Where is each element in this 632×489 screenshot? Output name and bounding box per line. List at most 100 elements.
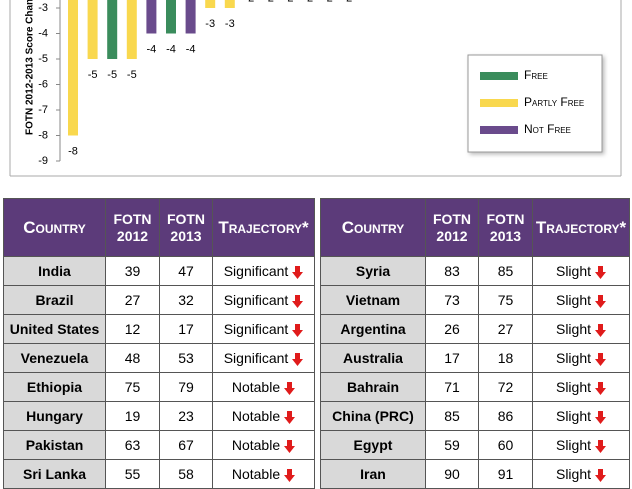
chart: FOTN 2012-2013 Score Change -9 -8 -7 -6 -5 -4… [9, 0, 622, 177]
table-cell: 19 [105, 401, 160, 431]
cell-text: 67 [178, 437, 194, 453]
bar [68, 0, 78, 136]
table-row: Brazil 27 32 Significant [3, 285, 315, 315]
data-label: -2 [264, 0, 274, 4]
table-row: Bahrain 71 72 Slight [320, 372, 630, 402]
data-label: -8 [68, 145, 78, 157]
cell-text: Slight [555, 263, 592, 279]
table-cell: Notable [212, 401, 315, 431]
data-label: -4 [147, 43, 157, 55]
cell-text: 39 [124, 263, 141, 279]
bar [166, 0, 176, 34]
table-cell: Slight [532, 372, 630, 402]
legend-swatch [480, 72, 518, 80]
cell-text: 12 [124, 321, 141, 337]
cell-text: China (PRC) [332, 408, 414, 424]
cell-text: 75 [497, 292, 514, 308]
header-row: Country FOTN 2012 FOTN 2013 Trajectory* [3, 198, 315, 257]
data-label: -4 [166, 43, 176, 55]
table-cell: 18 [478, 343, 533, 373]
table-cell: 83 [425, 256, 479, 286]
cell-text: 32 [178, 292, 194, 308]
cell-text: Pakistan [25, 437, 84, 453]
data-label: -5 [107, 69, 117, 81]
data-label: -3 [225, 18, 235, 30]
table-cell: Pakistan [3, 430, 106, 460]
cell-text: Notable [231, 379, 281, 395]
table-cell: Iran [320, 459, 426, 489]
table-cell: China (PRC) [320, 401, 426, 431]
legend-label: Free [524, 68, 548, 82]
cell-text: Hungary [26, 408, 83, 424]
column-header: Country [3, 198, 106, 257]
table-cell: Hungary [3, 401, 106, 431]
cell-text: 27 [124, 292, 141, 308]
table-cell: Syria [320, 256, 426, 286]
table-cell: Venezuela [3, 343, 106, 373]
cell-text: Slight [555, 379, 592, 395]
cell-text: 79 [178, 379, 194, 395]
table-row: Egypt 59 60 Slight [320, 430, 630, 460]
bar [107, 0, 118, 59]
table-cell: 63 [105, 430, 160, 460]
cell-text: 53 [178, 350, 194, 366]
cell-text: Iran [360, 466, 386, 482]
column-header: FOTN 2013 [478, 198, 533, 257]
down-arrow [595, 294, 607, 308]
table-cell: Significant [212, 285, 315, 315]
column-header: FOTN 2013 [159, 198, 213, 257]
table-cell: 85 [425, 401, 479, 431]
table-cell: 90 [425, 459, 479, 489]
cell-text: 47 [178, 263, 194, 279]
table-cell: Slight [532, 401, 630, 431]
table-cell: Significant [212, 343, 315, 373]
table-row: Argentina 26 27 Slight [320, 314, 630, 344]
cell-text: 72 [497, 379, 514, 395]
y-tick-label: -7 [38, 104, 48, 116]
data-label: -2 [343, 0, 353, 4]
cell-text: Slight [555, 350, 592, 366]
cell-text: Egypt [353, 437, 393, 453]
table-cell: 55 [105, 459, 160, 489]
table-cell: Egypt [320, 430, 426, 460]
table-cell: Slight [532, 343, 630, 373]
table-row: Syria 83 85 Slight [320, 256, 630, 286]
cell-text: 17 [444, 350, 460, 366]
y-tick-label: -4 [38, 27, 48, 39]
table-cell: 59 [425, 430, 479, 460]
legend-swatch [480, 99, 518, 107]
cell-text: 55 [124, 466, 141, 482]
table-cell: India [3, 256, 106, 286]
table-cell: 26 [425, 314, 479, 344]
cell-text: Slight [555, 408, 592, 424]
table-cell: Notable [212, 430, 315, 460]
data-label: -2 [284, 0, 294, 4]
table-cell: Bahrain [320, 372, 426, 402]
table-cell: 58 [159, 459, 213, 489]
table-row: Sri Lanka 55 58 Notable [3, 459, 315, 489]
down-arrow [292, 265, 304, 279]
legend-label: Not Free [524, 122, 571, 136]
y-tick-label: -5 [38, 53, 48, 65]
table-cell: Argentina [320, 314, 426, 344]
cell-text: 73 [444, 292, 460, 308]
table-cell: 67 [159, 430, 213, 460]
cell-text: Slight [555, 292, 592, 308]
table-row: Australia 17 18 Slight [320, 343, 630, 373]
bar [146, 0, 157, 34]
cell-text: 85 [497, 263, 514, 279]
table-cell: Vietnam [320, 285, 426, 315]
bar [205, 0, 216, 8]
table-cell: 23 [159, 401, 213, 431]
table-cell: 60 [478, 430, 533, 460]
column-header: Trajectory* [532, 198, 630, 257]
cell-text: 17 [178, 321, 194, 337]
cell-text: Slight [555, 466, 592, 482]
y-axis-label: FOTN 2012-2013 Score Change [25, 0, 36, 135]
table-cell: United States [3, 314, 106, 344]
table-row: Venezuela 48 53 Significant [3, 343, 315, 373]
table-row: Pakistan 63 67 Notable [3, 430, 315, 460]
table-cell: Ethiopia [3, 372, 106, 402]
down-arrow [595, 410, 607, 424]
bar [224, 0, 235, 8]
